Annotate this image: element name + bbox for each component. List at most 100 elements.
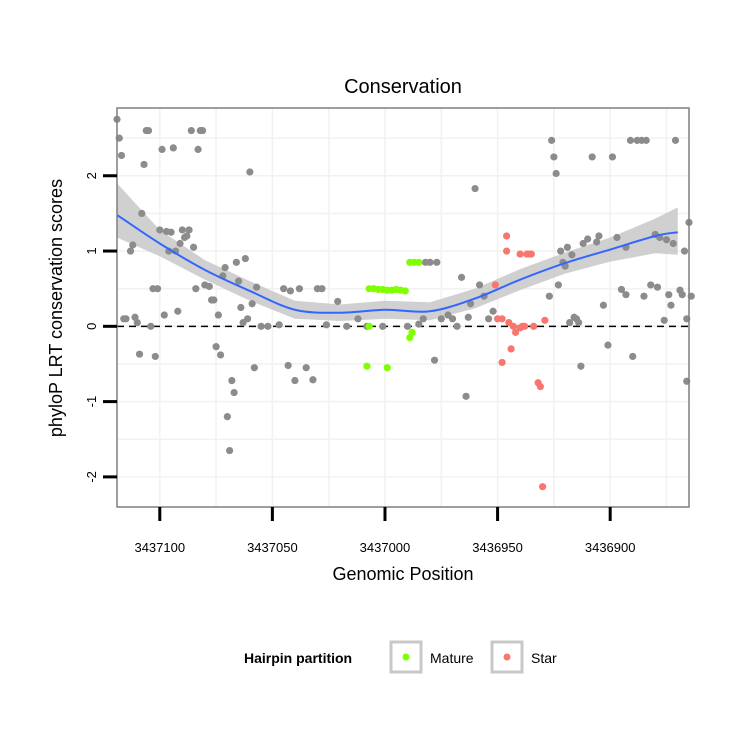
point-other [228,376,236,385]
point-other [244,315,252,323]
point-other [221,264,229,272]
point-other [232,258,240,266]
point-star [498,358,506,367]
point-other [212,343,220,351]
point-other [160,311,168,319]
y-axis-title: phyloP LRT conservation scores [46,179,66,437]
point-other [194,145,202,154]
point-other [433,258,441,266]
point-other [557,247,565,255]
point-star [516,250,524,258]
point-other [662,236,671,244]
point-other [419,315,427,323]
point-other [225,446,234,455]
point-other [156,226,164,234]
point-mature [408,328,416,336]
point-other [174,307,182,315]
point-other [552,169,560,178]
legend-title: Hairpin partition [244,650,352,666]
point-other [185,226,193,234]
x-tick-label: 3437050 [247,540,298,555]
point-other [403,322,412,330]
point-other [660,316,668,324]
smooth-curve [116,214,678,314]
point-mature [401,287,409,295]
y-tick-label: 2 [84,172,99,179]
point-other [318,285,326,293]
x-axis-title: Genomic Position [332,564,473,584]
y-tick-label: 0 [84,323,99,330]
x-tick-label: 3437000 [360,540,411,555]
point-other [126,247,135,255]
point-star [505,318,513,327]
point-other [230,388,238,397]
chart-title: Conservation [344,76,462,98]
point-other [545,292,553,300]
y-axis: 2 1 0 -1 -2 [84,172,117,483]
point-other [235,277,243,285]
point-other [158,145,166,154]
point-star [539,483,547,491]
point-other [302,364,310,372]
point-other [284,361,292,370]
point-other [426,258,434,266]
point-other [138,209,146,217]
point-other [135,350,144,358]
point-star [507,345,515,353]
point-other [669,239,677,248]
point-other [183,232,191,240]
x-tick-label: 3437100 [134,540,185,555]
point-other [566,318,574,327]
point-other [291,376,299,385]
point-star [511,328,520,336]
legend-label-star: Star [531,650,557,666]
point-other [626,136,635,144]
point-other [122,315,130,323]
point-other [189,243,198,251]
point-other [599,301,608,309]
point-other [280,285,288,293]
point-other [354,315,362,323]
point-other [550,153,558,161]
point-other [187,126,195,135]
point-other [192,285,200,293]
point-mature [365,322,373,330]
point-other [343,322,351,330]
point-other [640,292,648,300]
point-other [593,238,601,246]
point-other [309,376,317,384]
point-other [176,239,184,248]
point-other [379,322,387,330]
point-other [563,243,571,251]
y-tick-label: -2 [84,471,99,483]
point-star [498,315,506,323]
point-mature [363,362,371,370]
point-other [554,281,562,289]
point-star [491,281,499,289]
point-other [167,228,175,236]
point-other [129,241,137,249]
point-other [464,313,472,321]
point-other [568,251,576,259]
point-other [462,392,470,400]
point-other [475,281,484,289]
point-other [484,315,493,323]
confidence-band [117,183,678,322]
point-other [617,285,626,294]
point-other [489,307,497,315]
point-other [613,233,621,242]
point-other [198,126,207,135]
point-other [577,362,585,370]
point-other [579,239,587,248]
point-star [516,324,524,332]
point-other [665,291,673,299]
point-mature [383,364,391,372]
smooth-line [116,214,678,314]
point-mature [415,258,423,266]
y-tick-label: -1 [84,396,99,408]
point-other [548,136,556,144]
point-star [536,382,544,391]
point-other [144,126,153,135]
point-other [286,287,295,295]
